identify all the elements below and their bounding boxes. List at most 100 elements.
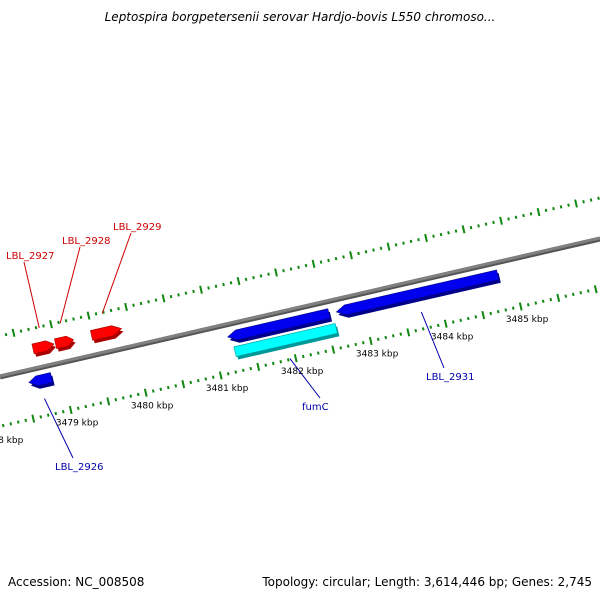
gene-fumc xyxy=(233,323,338,357)
reverse-tick xyxy=(421,327,425,331)
reverse-tick xyxy=(211,375,215,379)
forward-tick xyxy=(372,248,375,252)
reverse-tick xyxy=(166,385,170,390)
forward-tick xyxy=(161,294,166,303)
label-leader xyxy=(420,311,445,369)
forward-tick xyxy=(27,327,30,332)
reverse-tick xyxy=(106,397,111,406)
forward-tick xyxy=(199,285,203,294)
reverse-tick xyxy=(474,315,478,319)
reverse-tick xyxy=(564,294,568,298)
gene-label: LBL_2928 xyxy=(62,236,110,247)
scale-label: 3485 kbp xyxy=(506,315,549,325)
reverse-tick xyxy=(331,345,336,354)
forward-tick xyxy=(214,284,218,288)
reverse-tick xyxy=(84,404,88,409)
reverse-tick xyxy=(189,380,193,385)
forward-tick xyxy=(544,208,548,213)
forward-tick xyxy=(424,233,428,243)
reverse-tick xyxy=(429,325,433,329)
forward-tick xyxy=(222,282,225,287)
reverse-tick xyxy=(249,366,253,371)
forward-tick xyxy=(34,325,38,330)
reverse-tick xyxy=(293,354,298,363)
reverse-tick xyxy=(504,308,508,312)
reverse-tick xyxy=(256,362,261,371)
reverse-tick xyxy=(541,299,545,303)
reverse-tick xyxy=(264,363,268,367)
forward-tick xyxy=(597,196,600,200)
reverse-tick xyxy=(534,301,538,305)
forward-tick xyxy=(154,298,158,302)
forward-tick xyxy=(417,238,420,242)
label-leader xyxy=(43,398,74,459)
reverse-tick xyxy=(174,384,178,388)
forward-tick xyxy=(536,207,541,217)
reverse-tick xyxy=(354,342,358,347)
reverse-tick xyxy=(324,349,328,354)
reverse-tick xyxy=(459,318,463,322)
forward-tick xyxy=(461,225,466,234)
forward-tick xyxy=(507,217,510,221)
forward-tick xyxy=(42,324,45,328)
gene-label: LBL_2926 xyxy=(55,462,103,473)
reverse-tick xyxy=(76,406,80,410)
reverse-tick xyxy=(46,413,50,417)
reverse-tick xyxy=(196,378,200,383)
scale-labels: 3478 kbp 3479 kbp 3480 kbp 3481 kbp 3482 kbp… xyxy=(0,315,549,446)
reverse-tick xyxy=(31,414,36,423)
forward-tick xyxy=(469,225,473,230)
chromosome-backbone xyxy=(0,236,600,380)
forward-tick xyxy=(94,312,98,316)
forward-tick xyxy=(236,276,241,286)
forward-tick xyxy=(522,213,525,218)
reverse-tick xyxy=(579,290,583,295)
reverse-tick xyxy=(489,311,493,316)
reverse-tick xyxy=(361,341,365,345)
gene-label: fumC xyxy=(302,402,329,413)
reverse-tick xyxy=(384,335,388,340)
reverse-tick xyxy=(556,293,561,302)
forward-tick xyxy=(319,260,323,264)
forward-tick xyxy=(109,308,113,313)
forward-tick xyxy=(477,224,480,228)
gene-unlabeled xyxy=(227,308,331,341)
forward-tick xyxy=(72,317,75,321)
forward-tick xyxy=(11,328,16,337)
forward-tick xyxy=(349,251,353,260)
scale-label: 3484 kbp xyxy=(431,332,474,342)
reverse-tick xyxy=(279,359,283,364)
forward-tick xyxy=(394,243,398,247)
reverse-tick xyxy=(309,353,313,357)
reverse-tick xyxy=(346,344,350,348)
reverse-tick xyxy=(234,370,238,374)
reverse-tick xyxy=(151,389,155,393)
reverse-tick xyxy=(271,361,275,366)
reverse-tick xyxy=(593,285,598,294)
reverse-tick xyxy=(218,371,223,380)
reverse-tick xyxy=(518,302,523,311)
forward-tick xyxy=(177,293,180,297)
forward-tick xyxy=(124,302,128,312)
forward-tick xyxy=(57,320,60,325)
forward-tick xyxy=(229,281,233,285)
reverse-tick xyxy=(9,422,13,426)
reverse-tick xyxy=(368,336,373,346)
reverse-tick xyxy=(226,372,230,376)
forward-tick xyxy=(574,199,578,208)
forward-tick xyxy=(334,256,338,261)
reverse-tick xyxy=(241,368,245,372)
forward-tick xyxy=(252,275,255,280)
forward-tick xyxy=(582,200,585,204)
scale-label: 3482 kbp xyxy=(281,367,324,377)
label-leader xyxy=(101,232,132,314)
forward-tick xyxy=(409,239,413,244)
reverse-tick xyxy=(181,379,186,389)
reverse-tick xyxy=(571,292,575,297)
gene-lbl_2926 xyxy=(28,372,53,387)
genome-summary-text: Topology: circular; Length: 3,614,446 bp… xyxy=(262,575,592,589)
reverse-tick xyxy=(204,377,208,381)
backbone-line xyxy=(0,236,600,378)
reverse-tick xyxy=(301,354,305,359)
